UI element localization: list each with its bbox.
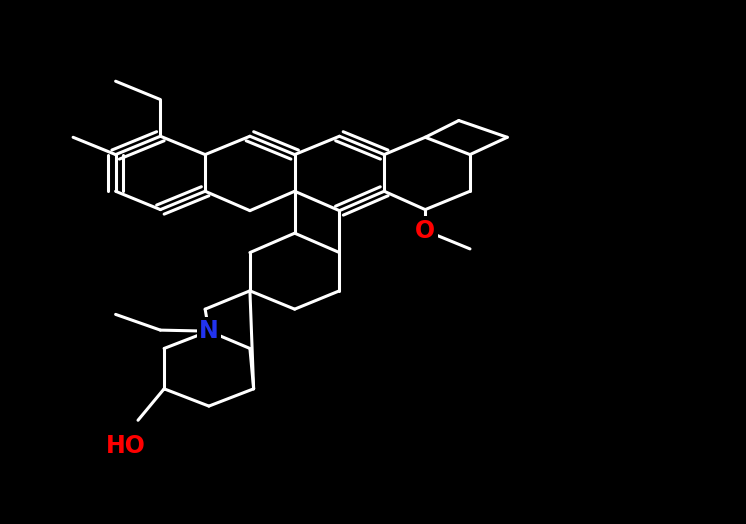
Text: HO: HO bbox=[105, 434, 145, 458]
Text: O: O bbox=[416, 219, 435, 243]
Text: N: N bbox=[199, 319, 219, 343]
